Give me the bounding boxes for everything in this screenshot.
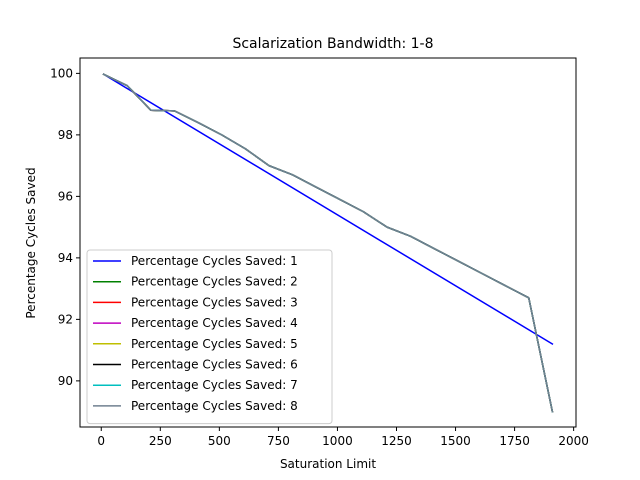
plot-frame	[79, 57, 577, 428]
y-tick-label: 92	[58, 312, 73, 326]
x-axis-label: Saturation Limit	[280, 457, 376, 471]
x-tick-label: 1500	[440, 434, 471, 448]
y-tick-label: 94	[58, 251, 73, 265]
y-tick-label: 90	[58, 374, 73, 388]
legend-label: Percentage Cycles Saved: 4	[131, 316, 298, 330]
series-layer	[102, 73, 554, 413]
legend-label: Percentage Cycles Saved: 7	[131, 378, 298, 392]
ticks-layer: 0 250 500 750 1000 1250 1500 1750 2000 90 92 94 96 98…	[50, 66, 589, 448]
legend-label: Percentage Cycles Saved: 1	[131, 254, 298, 268]
x-tick-label: 1000	[322, 434, 353, 448]
x-tick-label: 500	[208, 434, 231, 448]
y-tick-label: 98	[58, 128, 73, 142]
x-tick-label: 0	[97, 434, 105, 448]
x-tick-label: 1750	[499, 434, 530, 448]
y-tick-label: 96	[58, 189, 73, 203]
legend: Percentage Cycles Saved: 1 Percentage Cyc…	[86, 249, 333, 425]
legend-label: Percentage Cycles Saved: 6	[131, 358, 298, 372]
legend-label: Percentage Cycles Saved: 3	[131, 295, 298, 309]
x-tick-label: 250	[149, 434, 172, 448]
y-axis-label: Percentage Cycles Saved	[24, 167, 38, 318]
legend-box	[86, 249, 333, 425]
series-line-8	[102, 73, 554, 413]
series-line-1	[102, 73, 554, 345]
legend-label: Percentage Cycles Saved: 2	[131, 275, 298, 289]
legend-label: Percentage Cycles Saved: 5	[131, 337, 298, 351]
chart-title: Scalarization Bandwidth: 1-8	[232, 36, 433, 52]
x-tick-label: 750	[267, 434, 290, 448]
y-tick-label: 100	[50, 66, 73, 80]
legend-label: Percentage Cycles Saved: 8	[131, 399, 298, 413]
x-tick-label: 1250	[381, 434, 412, 448]
x-tick-label: 2000	[558, 434, 589, 448]
